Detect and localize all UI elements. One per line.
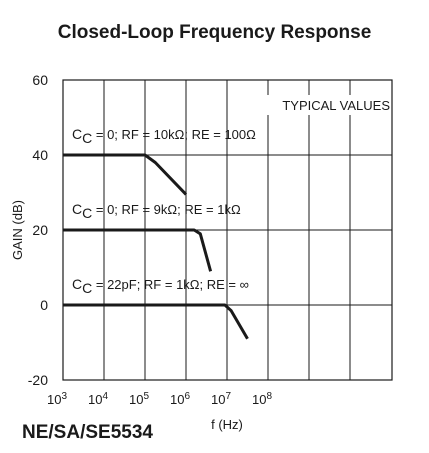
x-tick-label: 107 [211,391,231,407]
x-tick-label: 108 [252,391,272,407]
series-line-3 [63,303,249,340]
x-tick-label: 105 [129,391,149,407]
y-tick-label: 0 [40,297,48,313]
series-label-3: CC = 22pF; RF = 1kΩ; RE = ∞ [72,276,249,296]
x-tick-label: 106 [170,391,190,407]
part-number-label: NE/SA/SE5534 [22,422,153,443]
y-tick-labels: -20 0 20 40 60 [28,72,48,388]
series-label-2: CC = 0; RF = 9kΩ; RE = 1kΩ [72,201,241,221]
series-layer: CC = 0; RF = 10kΩ; RE = 100Ω CC = 0; RF =… [63,126,256,340]
y-tick-label: 20 [32,222,48,238]
x-tick-labels: 103 104 105 106 107 108 [47,391,272,407]
annotation-bg [255,95,391,115]
x-tick-label: 103 [47,391,67,407]
chart-title: Closed-Loop Frequency Response [57,22,372,43]
y-tick-label: -20 [28,372,48,388]
x-axis-label: f (Hz) [211,417,243,432]
annotation-typical-values: TYPICAL VALUES [282,98,390,113]
x-tick-label: 104 [88,391,108,407]
y-axis-label: GAIN (dB) [10,200,25,260]
series-line-1 [63,153,188,196]
series-label-1: CC = 0; RF = 10kΩ; RE = 100Ω [72,126,256,146]
y-tick-label: 60 [32,72,48,88]
series-line-2 [63,228,213,272]
y-tick-label: 40 [32,147,48,163]
